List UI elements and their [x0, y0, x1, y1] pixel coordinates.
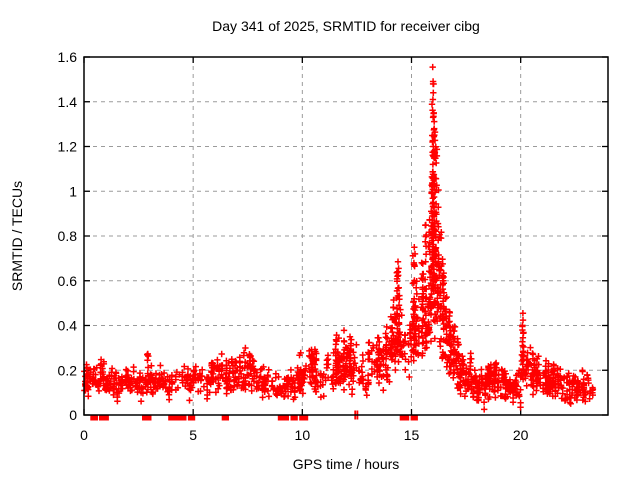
y-axis-label: SRMTID / TECUs — [9, 181, 25, 291]
zero-value-run — [277, 414, 289, 421]
x-tick-label: 10 — [295, 427, 311, 443]
data-point-crosses — [81, 63, 597, 413]
y-tick-label: 1.2 — [58, 139, 78, 155]
zero-value-run — [299, 414, 309, 421]
zero-value-run — [168, 414, 179, 421]
plot-border — [83, 56, 609, 416]
zero-value-run — [90, 414, 98, 421]
zero-value-run — [399, 414, 410, 421]
scatter-points — [81, 63, 597, 413]
y-tick-label: 0.2 — [58, 362, 78, 378]
y-tick-label: 0.4 — [58, 318, 78, 334]
y-tick-label: 1.6 — [58, 49, 78, 65]
zero-value-run — [410, 414, 418, 421]
x-axis-label: GPS time / hours — [293, 456, 400, 472]
y-tick-label: 0.8 — [58, 228, 78, 244]
x-tick-label: 20 — [513, 427, 529, 443]
zero-value-run — [99, 414, 109, 421]
zero-value-run — [187, 414, 196, 421]
x-tick-label: 0 — [80, 427, 88, 443]
zero-value-run — [175, 414, 187, 421]
y-tick-label: 1 — [69, 183, 77, 199]
x-tick-label: 5 — [189, 427, 197, 443]
y-tick-labels: 0 0.2 0.4 0.6 0.8 1 1.2 1.4 1.6 — [58, 49, 78, 423]
chart-title: Day 341 of 2025, SRMTID for receiver cib… — [212, 18, 480, 34]
x-tick-labels: 0 5 10 15 20 — [80, 427, 529, 443]
y-tick-label: 0 — [69, 407, 77, 423]
y-tick-label: 1.4 — [58, 94, 78, 110]
y-tick-label: 0.6 — [58, 273, 78, 289]
x-tick-label: 15 — [404, 427, 420, 443]
zero-value-run — [221, 414, 229, 421]
zero-value-run — [142, 414, 152, 421]
zero-value-run — [290, 414, 298, 421]
